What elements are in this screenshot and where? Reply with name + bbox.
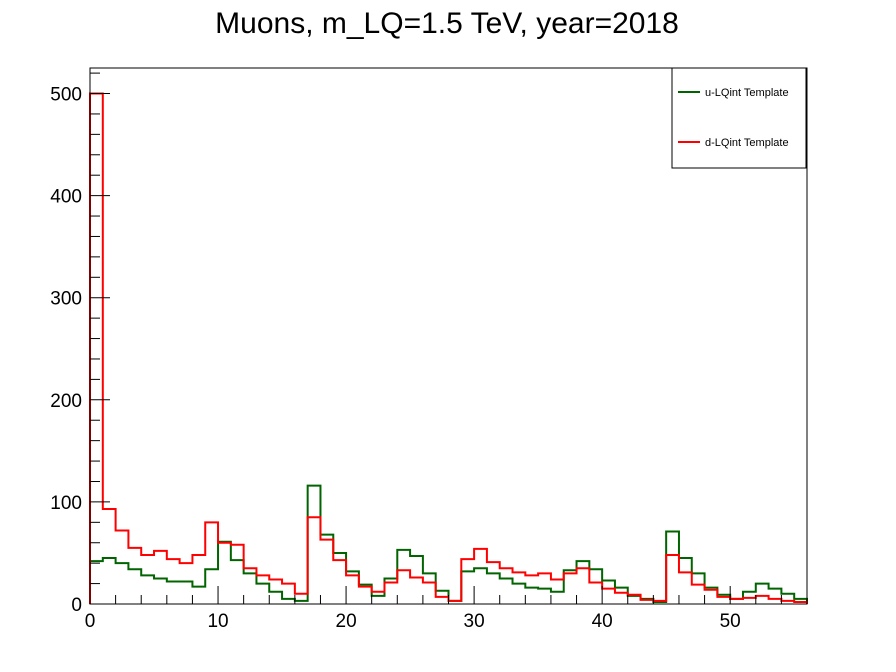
series-line-u-lqint <box>89 484 808 604</box>
x-tick-label: 20 <box>336 611 357 632</box>
histogram-series-layer <box>89 92 808 604</box>
x-tick-label: 0 <box>85 611 96 632</box>
legend-label: u-LQint Template <box>705 87 789 99</box>
y-tick-label: 400 <box>50 187 82 208</box>
y-tick-label: 500 <box>50 85 82 106</box>
x-tick-label: 10 <box>207 611 228 632</box>
legend: u-LQint Template d-LQint Template <box>671 67 807 169</box>
y-tick-label: 0 <box>71 595 82 616</box>
x-tick-label: 30 <box>464 611 485 632</box>
axis-layer: 0 100 200 300 400 500 0 10 20 30 40 50 <box>50 72 808 632</box>
x-tick-label: 40 <box>592 611 613 632</box>
chart-title: Muons, m_LQ=1.5 TeV, year=2018 <box>215 7 679 40</box>
series-line-d-lqint <box>89 92 808 604</box>
legend-label: d-LQint Template <box>705 137 789 149</box>
x-tick-label: 50 <box>720 611 741 632</box>
y-tick-label: 300 <box>50 289 82 310</box>
y-tick-label: 200 <box>50 391 82 412</box>
legend-box <box>671 67 807 169</box>
y-tick-label: 100 <box>50 493 82 514</box>
